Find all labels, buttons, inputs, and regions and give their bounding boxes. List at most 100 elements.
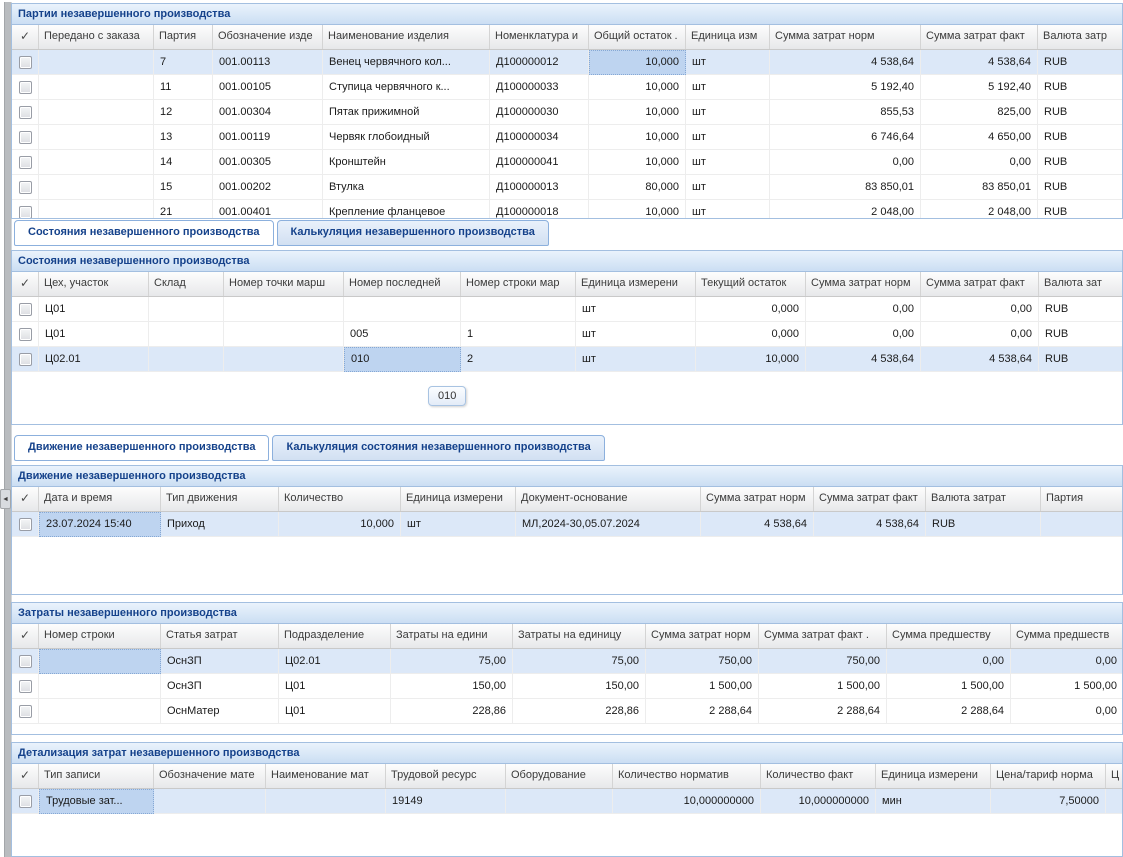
table-row[interactable]: ОснЗП Ц02.01 75,00 75,00 750,00 750,00 0,00 0,0… xyxy=(12,649,1122,674)
column-header[interactable]: Наименование изделия xyxy=(323,25,490,49)
grid-cell[interactable] xyxy=(224,297,344,322)
grid-cell[interactable]: RUB xyxy=(1038,125,1122,150)
grid-cell[interactable]: 855,53 xyxy=(770,100,921,125)
column-header[interactable]: Сумма предшеств xyxy=(1011,624,1122,648)
grid-cell[interactable]: шт xyxy=(686,75,770,100)
grid-cell[interactable] xyxy=(39,150,154,175)
column-header[interactable]: Партия xyxy=(1041,487,1122,511)
grid-cell[interactable]: 1 500,00 xyxy=(1011,674,1122,699)
column-header[interactable]: Оборудование xyxy=(506,764,613,788)
grid-cell[interactable]: 001.00105 xyxy=(213,75,323,100)
row-checkbox[interactable] xyxy=(18,704,32,718)
grid-cell[interactable] xyxy=(39,649,161,674)
grid-cell[interactable] xyxy=(39,100,154,125)
grid-cell[interactable]: шт xyxy=(686,200,770,218)
table-row[interactable]: 14 001.00305 Кронштейн Д100000041 10,000 шт 0,… xyxy=(12,150,1122,175)
column-header[interactable]: Затраты на единицу xyxy=(513,624,646,648)
grid-cell[interactable]: RUB xyxy=(1038,50,1122,75)
table-row[interactable]: Ц02.01 010 2 шт 10,000 4 538,64 4 538,64 RUB xyxy=(12,347,1122,372)
grid-cell[interactable] xyxy=(149,322,224,347)
grid-cell[interactable] xyxy=(506,789,613,814)
column-header[interactable]: Статья затрат xyxy=(161,624,279,648)
row-checkbox[interactable] xyxy=(18,794,32,808)
grid-cell[interactable]: 83 850,01 xyxy=(770,175,921,200)
grid-cell[interactable] xyxy=(461,297,576,322)
grid-cell[interactable] xyxy=(39,50,154,75)
table-row[interactable]: 12 001.00304 Пятак прижимной Д100000030 10,0… xyxy=(12,100,1122,125)
column-header[interactable]: Номер строки xyxy=(39,624,161,648)
collapse-left-arrow-icon[interactable]: ◄ xyxy=(0,489,11,509)
column-header[interactable]: Валюта зат xyxy=(1039,272,1122,296)
grid-cell[interactable]: 0,00 xyxy=(921,150,1038,175)
grid-cell[interactable]: 228,86 xyxy=(391,699,513,724)
tab-state-calculation[interactable]: Калькуляция состояния незавершенного про… xyxy=(272,435,605,461)
grid-cell[interactable]: 0,00 xyxy=(1011,699,1122,724)
grid-cell[interactable] xyxy=(39,200,154,218)
grid-cell[interactable]: 0,000 xyxy=(696,322,806,347)
grid-cell[interactable]: 4 538,64 xyxy=(770,50,921,75)
grid-cell[interactable]: 4 538,64 xyxy=(921,347,1039,372)
row-checkbox[interactable] xyxy=(18,180,32,194)
grid-cell[interactable]: шт xyxy=(686,150,770,175)
grid-cell[interactable]: RUB xyxy=(1038,175,1122,200)
grid-cell[interactable]: 1 xyxy=(461,322,576,347)
table-row[interactable]: ОснЗП Ц01 150,00 150,00 1 500,00 1 500,00 1 50… xyxy=(12,674,1122,699)
grid-cell[interactable]: 0,00 xyxy=(921,297,1039,322)
grid-cell[interactable]: Д100000018 xyxy=(490,200,589,218)
grid-cell[interactable] xyxy=(224,347,344,372)
column-header[interactable]: Номенклатура и xyxy=(490,25,589,49)
grid-cell[interactable]: 4 538,64 xyxy=(921,50,1038,75)
column-header[interactable]: Единица изм xyxy=(686,25,770,49)
grid-cell[interactable] xyxy=(1106,789,1122,814)
row-checkbox[interactable] xyxy=(18,155,32,169)
tab-wip-calculation[interactable]: Калькуляция незавершенного производства xyxy=(276,220,549,246)
grid-cell[interactable]: 1 500,00 xyxy=(759,674,887,699)
grid-cell[interactable]: 0,000 xyxy=(696,297,806,322)
column-header[interactable]: Общий остаток . xyxy=(589,25,686,49)
grid-cell[interactable]: RUB xyxy=(1039,322,1122,347)
grid-cell[interactable]: Приход xyxy=(161,512,279,537)
grid-cell[interactable]: 0,00 xyxy=(806,297,921,322)
select-all-header[interactable]: ✓ xyxy=(12,624,39,648)
grid-cell[interactable]: 750,00 xyxy=(646,649,759,674)
grid-cell[interactable]: шт xyxy=(401,512,516,537)
column-header[interactable]: Сумма затрат факт xyxy=(921,25,1038,49)
table-row[interactable]: ОснМатер Ц01 228,86 228,86 2 288,64 2 288,64 2… xyxy=(12,699,1122,724)
grid-cell[interactable]: 001.00113 xyxy=(213,50,323,75)
grid-cell[interactable]: 75,00 xyxy=(513,649,646,674)
row-checkbox[interactable] xyxy=(18,517,32,531)
grid-cell[interactable]: 7 xyxy=(154,50,213,75)
grid-cell[interactable]: мин xyxy=(876,789,991,814)
grid-cell[interactable]: шт xyxy=(576,322,696,347)
grid-cell[interactable]: Ступица червячного к... xyxy=(323,75,490,100)
grid-cell[interactable]: RUB xyxy=(1038,75,1122,100)
grid-cell[interactable]: 2 288,64 xyxy=(759,699,887,724)
grid-cell[interactable]: МЛ,2024-30,05.07.2024 xyxy=(516,512,701,537)
grid-cell[interactable]: Ц01 xyxy=(279,674,391,699)
grid-cell[interactable]: Д100000034 xyxy=(490,125,589,150)
row-checkbox[interactable] xyxy=(18,352,32,366)
grid-cell[interactable]: 15 xyxy=(154,175,213,200)
grid-cell[interactable]: 10,000 xyxy=(589,150,686,175)
grid-cell[interactable]: 10,000 xyxy=(589,100,686,125)
grid-cell[interactable]: 6 746,64 xyxy=(770,125,921,150)
column-header[interactable]: Затраты на едини xyxy=(391,624,513,648)
grid-cell[interactable]: 150,00 xyxy=(513,674,646,699)
grid-cell[interactable]: 10,000 xyxy=(589,75,686,100)
select-all-header[interactable]: ✓ xyxy=(12,272,39,296)
table-row[interactable]: Ц01 шт 0,000 0,00 0,00 RUB xyxy=(12,297,1122,322)
grid-cell[interactable]: 001.00305 xyxy=(213,150,323,175)
grid-cell[interactable] xyxy=(344,297,461,322)
grid-cell[interactable]: 12 xyxy=(154,100,213,125)
grid-cell[interactable]: Ц01 xyxy=(279,699,391,724)
row-checkbox[interactable] xyxy=(18,80,32,94)
column-header[interactable]: Сумма затрат норм xyxy=(646,624,759,648)
grid-cell[interactable]: Червяк глобоидный xyxy=(323,125,490,150)
grid-cell[interactable]: RUB xyxy=(1039,347,1122,372)
table-row[interactable]: 15 001.00202 Втулка Д100000013 80,000 шт 83 85… xyxy=(12,175,1122,200)
grid-cell[interactable]: 2 xyxy=(461,347,576,372)
grid-cell[interactable] xyxy=(39,75,154,100)
column-header[interactable]: Тип движения xyxy=(161,487,279,511)
grid-cell[interactable]: 5 192,40 xyxy=(770,75,921,100)
column-header[interactable]: Сумма затрат факт . xyxy=(759,624,887,648)
